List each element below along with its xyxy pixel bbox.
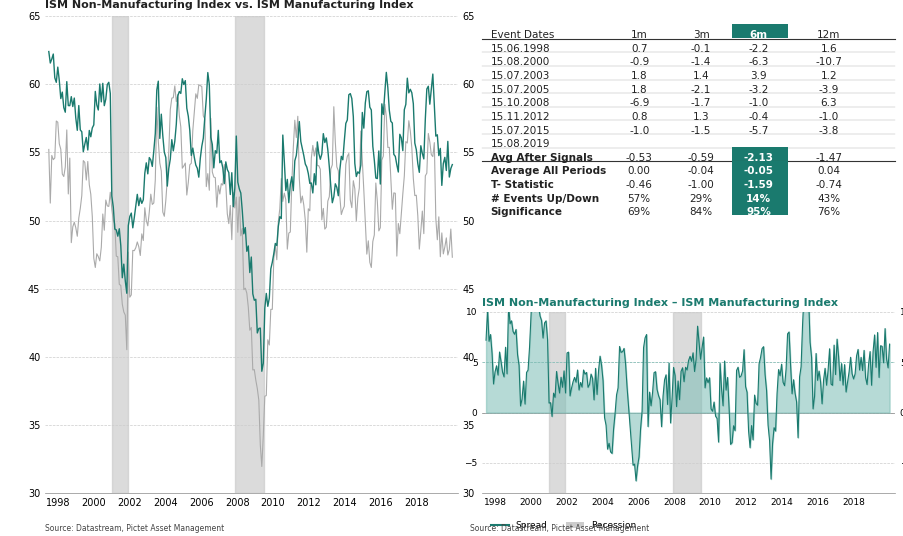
Bar: [731, 174, 787, 188]
Text: 76%: 76%: [816, 207, 840, 217]
Text: 1.8: 1.8: [630, 85, 647, 95]
Text: ISM Non-Manufacturing Index vs. ISM Manufacturing Index: ISM Non-Manufacturing Index vs. ISM Manu…: [45, 0, 414, 10]
Text: 1.6: 1.6: [820, 44, 836, 54]
Text: T- Statistic: T- Statistic: [490, 180, 553, 190]
Text: 15.10.2008: 15.10.2008: [490, 98, 549, 108]
Bar: [731, 202, 787, 215]
Text: 3m: 3m: [692, 30, 709, 40]
Bar: [111, 16, 127, 493]
Text: 15.07.2015: 15.07.2015: [490, 125, 550, 136]
Text: 1.8: 1.8: [630, 71, 647, 81]
Legend: Spread, Recession: Spread, Recession: [487, 518, 639, 534]
Text: -0.53: -0.53: [625, 153, 652, 163]
Text: -1.00: -1.00: [687, 180, 713, 190]
Bar: [548, 312, 564, 493]
Text: 3.9: 3.9: [749, 71, 767, 81]
Text: -1.59: -1.59: [743, 180, 773, 190]
Text: 0.00: 0.00: [627, 166, 650, 176]
Text: Source: Datastream, Pictet Asset Management: Source: Datastream, Pictet Asset Managem…: [470, 524, 648, 533]
Text: -1.7: -1.7: [690, 98, 711, 108]
Text: -1.47: -1.47: [815, 153, 842, 163]
Text: -1.0: -1.0: [818, 112, 838, 122]
Text: -3.2: -3.2: [748, 85, 768, 95]
Text: -3.9: -3.9: [818, 85, 838, 95]
Text: -2.13: -2.13: [743, 153, 773, 163]
Text: 15.07.2005: 15.07.2005: [490, 85, 549, 95]
Text: -0.74: -0.74: [815, 180, 842, 190]
Text: 43%: 43%: [816, 193, 840, 204]
Bar: [731, 25, 787, 38]
Text: Significance: Significance: [490, 207, 562, 217]
Text: 15.08.2019: 15.08.2019: [490, 139, 550, 149]
Text: Average All Periods: Average All Periods: [490, 166, 605, 176]
Text: -0.9: -0.9: [628, 57, 648, 68]
Text: # Events Up/Down: # Events Up/Down: [490, 193, 598, 204]
Text: 0.7: 0.7: [630, 44, 647, 54]
Text: 0.04: 0.04: [816, 166, 840, 176]
Text: -0.05: -0.05: [743, 166, 773, 176]
Bar: [731, 188, 787, 202]
Text: -1.0: -1.0: [748, 98, 768, 108]
Text: 15.11.2012: 15.11.2012: [490, 112, 550, 122]
Text: -5.7: -5.7: [748, 125, 768, 136]
Text: 1.2: 1.2: [820, 71, 836, 81]
Text: -6.3: -6.3: [748, 57, 768, 68]
Bar: [235, 16, 264, 493]
Text: 95%: 95%: [746, 207, 770, 217]
Text: -2.2: -2.2: [748, 44, 768, 54]
Text: -1.4: -1.4: [690, 57, 711, 68]
Text: 0.8: 0.8: [630, 112, 647, 122]
Text: -0.59: -0.59: [687, 153, 713, 163]
Text: -1.5: -1.5: [690, 125, 711, 136]
Text: 69%: 69%: [627, 207, 650, 217]
Text: 6m: 6m: [749, 30, 767, 40]
Bar: [731, 147, 787, 161]
Text: 84%: 84%: [689, 207, 712, 217]
Text: -1.0: -1.0: [628, 125, 648, 136]
Text: 15.07.2003: 15.07.2003: [490, 71, 549, 81]
Text: ISM Non-Manufacturing Index – ISM Manufacturing Index: ISM Non-Manufacturing Index – ISM Manufa…: [482, 299, 837, 308]
Text: 29%: 29%: [689, 193, 712, 204]
Text: -3.8: -3.8: [818, 125, 838, 136]
Bar: [672, 312, 701, 493]
Text: 1.3: 1.3: [692, 112, 709, 122]
Text: Source: Datastream, Pictet Asset Management: Source: Datastream, Pictet Asset Managem…: [45, 524, 224, 533]
Text: 15.08.2000: 15.08.2000: [490, 57, 549, 68]
Text: -10.7: -10.7: [815, 57, 842, 68]
Text: -6.9: -6.9: [628, 98, 648, 108]
Text: 57%: 57%: [627, 193, 650, 204]
Text: Event Dates: Event Dates: [490, 30, 554, 40]
Text: Avg After Signals: Avg After Signals: [490, 153, 592, 163]
Bar: [731, 161, 787, 174]
Text: 14%: 14%: [746, 193, 770, 204]
Text: 1.4: 1.4: [692, 71, 709, 81]
Text: 1m: 1m: [630, 30, 647, 40]
Text: 12m: 12m: [816, 30, 840, 40]
Text: -0.4: -0.4: [748, 112, 768, 122]
Text: -2.1: -2.1: [690, 85, 711, 95]
Text: -0.46: -0.46: [625, 180, 652, 190]
Text: 15.06.1998: 15.06.1998: [490, 44, 550, 54]
Text: -0.1: -0.1: [690, 44, 711, 54]
Text: 6.3: 6.3: [820, 98, 836, 108]
Text: -0.04: -0.04: [687, 166, 713, 176]
